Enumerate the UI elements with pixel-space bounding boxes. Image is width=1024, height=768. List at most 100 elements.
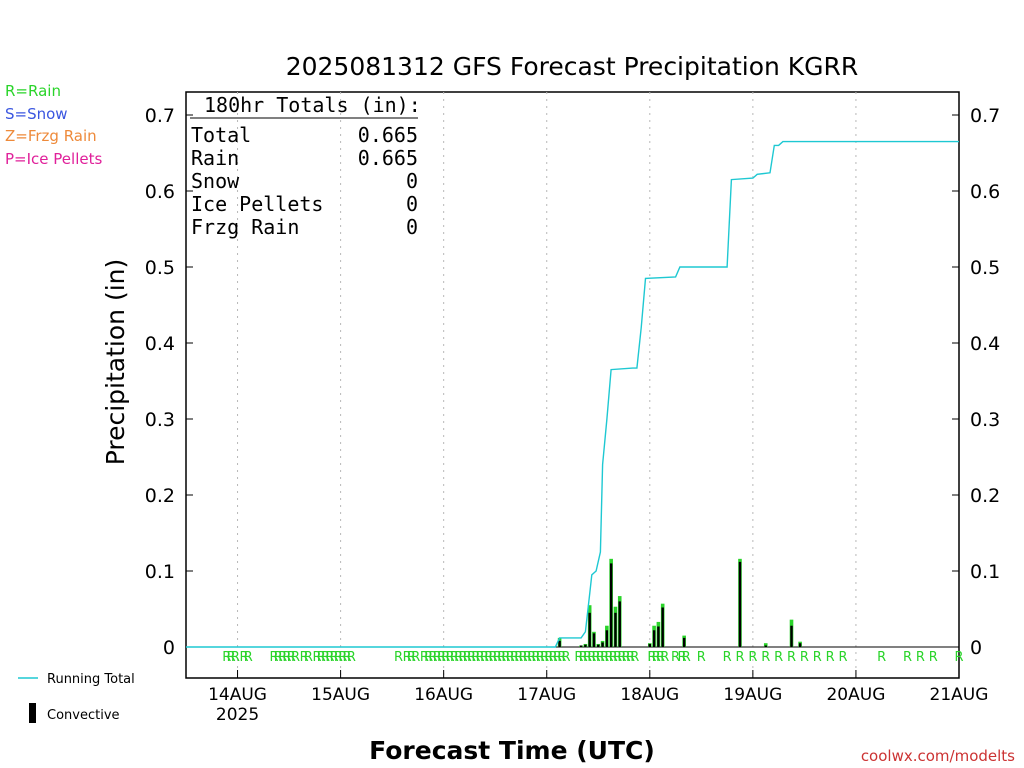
precip-marker-35: R xyxy=(458,650,467,665)
precip-marker-10: R xyxy=(291,650,300,665)
precip-marker-44: R xyxy=(497,650,506,665)
precip-marker-85: R xyxy=(761,650,770,665)
legend-frzg-rain: Z=Frzg Rain xyxy=(5,127,97,145)
convective-bar-12 xyxy=(652,630,656,647)
x-axis-label: Forecast Time (UTC) xyxy=(369,736,655,765)
precip-marker-29: R xyxy=(433,650,442,665)
convective-bar-15 xyxy=(682,637,686,647)
precip-marker-24: R xyxy=(407,650,416,665)
precip-marker-95: R xyxy=(929,650,938,665)
precip-marker-42: R xyxy=(489,650,498,665)
precip-marker-48: R xyxy=(514,650,523,665)
ytick-label-right-6: 0.6 xyxy=(970,181,1000,203)
totals-label-frzg-rain: Frzg Rain xyxy=(191,215,299,239)
precip-marker-16: R xyxy=(325,650,334,665)
convective-bar-11 xyxy=(648,643,651,647)
precip-marker-80: R xyxy=(682,650,691,665)
precip-marker-56: R xyxy=(549,650,558,665)
precip-marker-49: R xyxy=(519,650,528,665)
legend-rain: R=Rain xyxy=(5,82,61,100)
precip-marker-71: R xyxy=(622,650,631,665)
precip-marker-92: R xyxy=(877,650,886,665)
precip-marker-68: R xyxy=(609,650,618,665)
precip-marker-70: R xyxy=(617,650,626,665)
precip-marker-74: R xyxy=(647,650,656,665)
precip-marker-13: R xyxy=(312,650,321,665)
precip-marker-9: R xyxy=(287,650,296,665)
totals-value-frzg-rain: 0 xyxy=(406,215,418,239)
precip-marker-63: R xyxy=(587,650,596,665)
convective-bar-14 xyxy=(661,607,664,647)
totals-value-rain: 0.665 xyxy=(358,146,418,170)
y-axis-ticks: 0 00.1 0.10.2 0.20.3 0.30.4 0.40.5 0.50.6 0.60.… xyxy=(145,105,1000,659)
precip-marker-36: R xyxy=(463,650,472,665)
precip-marker-15: R xyxy=(321,650,330,665)
totals-label-rain: Rain xyxy=(191,146,239,170)
precip-marker-51: R xyxy=(527,650,536,665)
ytick-label-right-7: 0.7 xyxy=(970,105,1000,127)
legend-ice-pellets: P=Ice Pellets xyxy=(5,150,102,168)
convective-bar-9 xyxy=(614,612,617,647)
plot-frame xyxy=(185,91,960,679)
xtick-label-7: 21AUG xyxy=(930,685,989,705)
precip-marker-73: R xyxy=(630,650,639,665)
convective-bar-5 xyxy=(597,644,600,647)
ytick-label-left-7: 0.7 xyxy=(145,105,175,127)
ytick-label-right-1: 0.1 xyxy=(970,561,1000,583)
running-total-path xyxy=(186,140,959,648)
precip-marker-81: R xyxy=(697,650,706,665)
precip-marker-90: R xyxy=(826,650,835,665)
rain-bar-17 xyxy=(763,643,768,647)
precip-marker-28: R xyxy=(428,650,437,665)
totals-label-total: Total xyxy=(191,123,251,147)
convective-bar-0 xyxy=(558,640,561,647)
totals-box: 180hr Totals (in): Total 0.665 Rain 0.66… xyxy=(190,93,421,239)
precip-marker-5: R xyxy=(270,650,279,665)
precip-marker-22: R xyxy=(394,650,403,665)
totals-label-snow: Snow xyxy=(191,169,240,193)
precip-marker-27: R xyxy=(424,650,433,665)
precip-marker-18: R xyxy=(334,650,343,665)
totals-heading: 180hr Totals (in): xyxy=(204,93,421,117)
precip-marker-64: R xyxy=(592,650,601,665)
precip-marker-54: R xyxy=(540,650,549,665)
precip-marker-4: R xyxy=(244,650,253,665)
running-total-legend-label: Running Total xyxy=(47,672,135,687)
ytick-label-left-4: 0.4 xyxy=(145,333,175,355)
totals-value-total: 0.665 xyxy=(358,123,418,147)
ytick-label-left-2: 0.2 xyxy=(145,485,175,507)
ytick-label-right-4: 0.4 xyxy=(970,333,1000,355)
precip-marker-93: R xyxy=(903,650,912,665)
precip-marker-52: R xyxy=(531,650,540,665)
totals-value-snow: 0 xyxy=(406,169,418,193)
convective-bar-8 xyxy=(609,563,613,647)
precip-marker-23: R xyxy=(403,650,412,665)
convective-bar-10 xyxy=(618,601,621,647)
convective-bar-18 xyxy=(790,625,793,647)
precip-marker-55: R xyxy=(544,650,553,665)
xtick-label-6: 20AUG xyxy=(826,685,885,705)
convective-bar-13 xyxy=(657,626,660,647)
ytick-label-left-6: 0.6 xyxy=(145,181,175,203)
precip-marker-50: R xyxy=(523,650,532,665)
precip-marker-61: R xyxy=(579,650,588,665)
y-axis-label: Precipitation (in) xyxy=(101,259,130,466)
precip-marker-21: R xyxy=(347,650,356,665)
precip-marker-46: R xyxy=(506,650,515,665)
convective-bar-6 xyxy=(601,642,604,647)
precip-marker-83: R xyxy=(735,650,744,665)
totals-label-ice-pellets: Ice Pellets xyxy=(191,192,323,216)
precip-marker-43: R xyxy=(493,650,502,665)
credit-link[interactable]: coolwx.com/modelts xyxy=(861,747,1015,765)
precip-marker-79: R xyxy=(677,650,686,665)
ytick-label-left-0: 0 xyxy=(163,637,175,659)
precip-marker-3: R xyxy=(239,650,248,665)
convective-bars xyxy=(557,558,802,647)
xtick-label-1: 15AUG xyxy=(311,685,370,705)
precip-marker-33: R xyxy=(450,650,459,665)
running-total-line xyxy=(186,140,959,648)
precip-marker-25: R xyxy=(411,650,420,665)
precip-marker-31: R xyxy=(441,650,450,665)
